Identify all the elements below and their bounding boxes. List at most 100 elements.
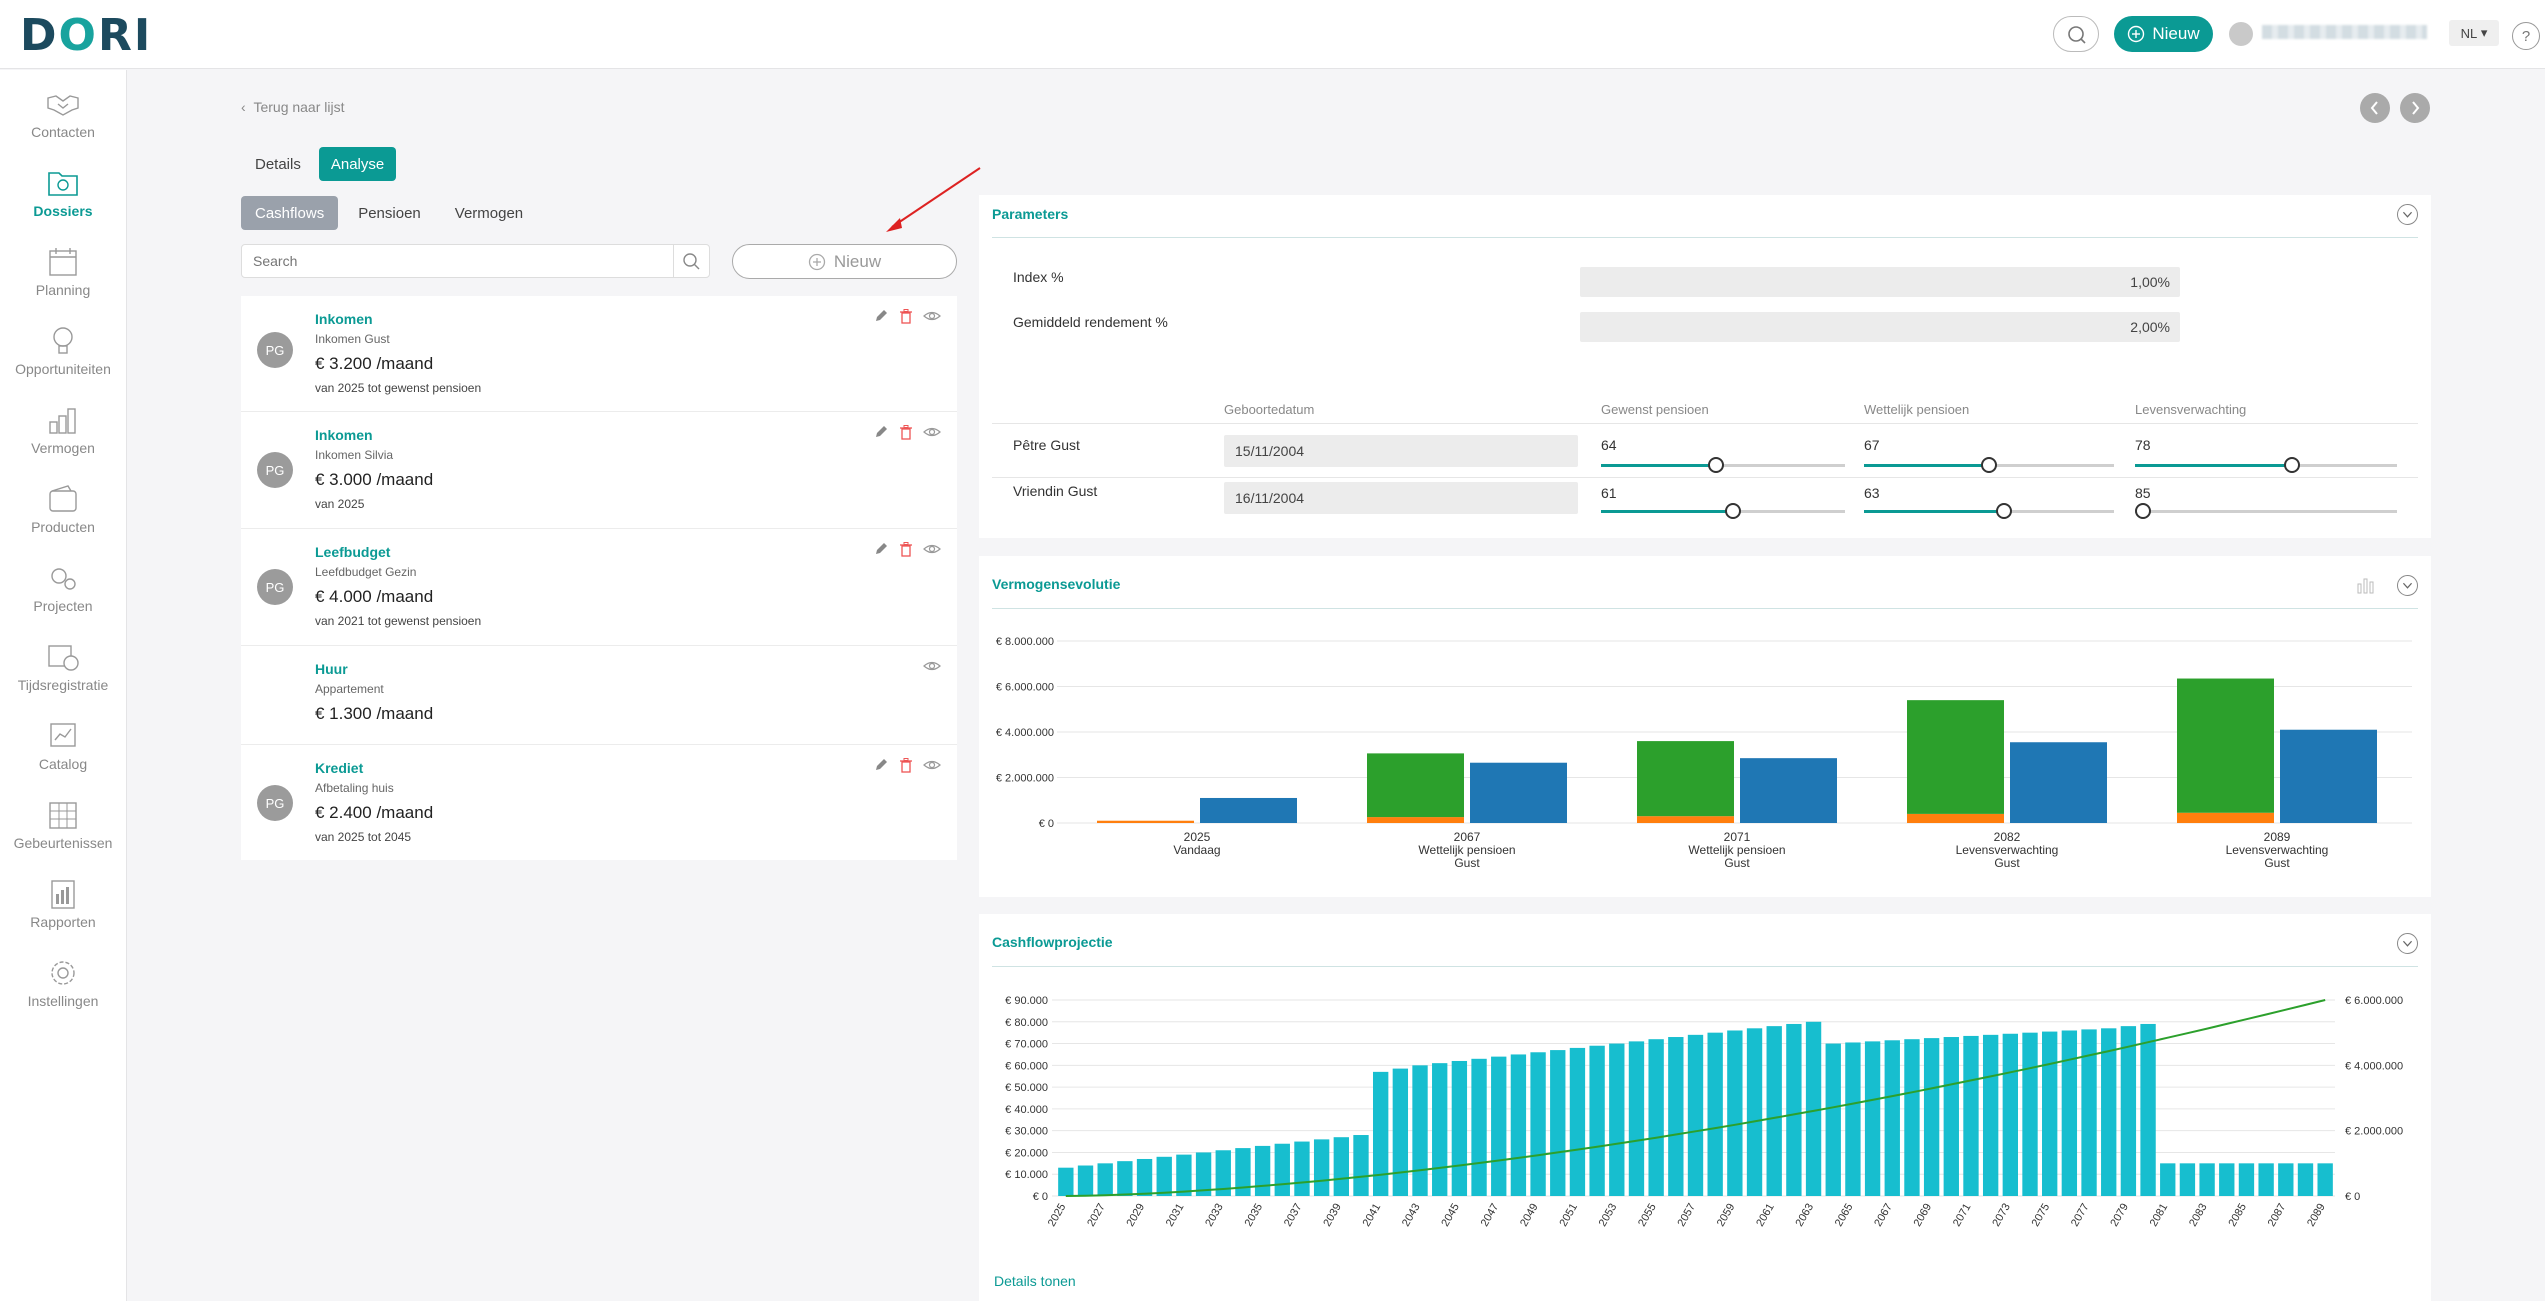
sidebar-item-catalog[interactable]: Catalog	[0, 720, 126, 796]
eye-icon[interactable]	[923, 541, 941, 557]
sidebar-item-dossiers[interactable]: Dossiers	[0, 167, 126, 243]
x-tick-label: 2045	[1439, 1202, 1462, 1229]
eye-icon[interactable]	[923, 308, 941, 324]
search-divider	[673, 245, 674, 277]
subtab-vermogen[interactable]: Vermogen	[454, 204, 524, 222]
slider-knob[interactable]	[1725, 503, 1741, 519]
item-amount: € 3.000 /maand	[315, 470, 434, 489]
sidebar-item-opportuniteiten[interactable]: Opportuniteiten	[0, 325, 126, 401]
item-period: van 2025 tot 2045	[315, 830, 412, 844]
y-tick-label: € 20.000	[1005, 1147, 1048, 1159]
details-tonen-link[interactable]: Details tonen	[994, 1273, 1076, 1289]
sidebar-item-vermogen[interactable]: Vermogen	[0, 404, 126, 480]
levensverwachting-slider[interactable]	[2135, 456, 2397, 474]
edit-icon[interactable]	[873, 757, 889, 773]
col-geboortedatum: Geboortedatum	[1224, 402, 1315, 417]
list-item[interactable]: PG Krediet Afbetaling huis € 2.400 /maan…	[241, 745, 957, 860]
sidebar-item-rapporten[interactable]: Rapporten	[0, 878, 126, 954]
back-link[interactable]: ‹ Terug naar lijst	[241, 99, 345, 115]
x-tick-label: 2067	[1454, 830, 1481, 844]
levensverwachting-slider[interactable]	[2135, 502, 2397, 520]
sidebar-item-instellingen[interactable]: Instellingen	[0, 957, 126, 1033]
bar	[1176, 1154, 1192, 1196]
return-input[interactable]: 2,00%	[1580, 312, 2180, 342]
eye-icon[interactable]	[923, 424, 941, 440]
item-title[interactable]: Leefbudget	[315, 544, 391, 560]
x-tick-label: 2089	[2264, 830, 2291, 844]
global-search-button[interactable]	[2053, 16, 2099, 52]
chevron-down-icon[interactable]	[2397, 204, 2418, 225]
slider-knob[interactable]	[1996, 503, 2012, 519]
bar	[2258, 1163, 2274, 1196]
help-button[interactable]: ?	[2512, 22, 2540, 50]
birthdate-input[interactable]: 16/11/2004	[1224, 482, 1578, 514]
language-selector[interactable]: NL ▾	[2449, 20, 2499, 46]
delete-icon[interactable]	[898, 424, 914, 440]
wettelijk-pensioen-slider[interactable]	[1864, 502, 2114, 520]
logo[interactable]: DORI	[20, 10, 153, 61]
item-subtitle: Afbetaling huis	[315, 781, 394, 795]
chevron-down-icon[interactable]	[2397, 933, 2418, 954]
x-tick-label: Gust	[1454, 856, 1480, 870]
global-new-button[interactable]: Nieuw	[2114, 16, 2213, 52]
index-input[interactable]: 1,00%	[1580, 267, 2180, 297]
avatar: PG	[257, 785, 293, 821]
new-cashflow-button[interactable]: Nieuw	[732, 244, 957, 279]
bar	[1609, 1043, 1625, 1196]
eye-icon[interactable]	[923, 658, 941, 674]
sidebar-item-producten[interactable]: Producten	[0, 483, 126, 559]
search-icon[interactable]	[682, 252, 702, 272]
slider-knob[interactable]	[1708, 457, 1724, 473]
delete-icon[interactable]	[898, 757, 914, 773]
item-amount: € 1.300 /maand	[315, 704, 434, 723]
sidebar-item-planning[interactable]: Planning	[0, 246, 126, 322]
bar	[1943, 1037, 1959, 1196]
bar	[1766, 1026, 1782, 1196]
slider-knob[interactable]	[2284, 457, 2300, 473]
list-item[interactable]: PG Leefbudget Leefdbudget Gezin € 4.000 …	[241, 529, 957, 646]
user-name-blurred[interactable]	[2262, 25, 2427, 39]
wallet-icon	[49, 485, 77, 512]
item-title[interactable]: Inkomen	[315, 311, 373, 327]
sidebar-item-contacten[interactable]: Contacten	[0, 88, 126, 164]
bar	[1637, 741, 1734, 817]
edit-icon[interactable]	[873, 424, 889, 440]
prev-record-button[interactable]	[2360, 93, 2390, 123]
tab-details[interactable]: Details	[255, 155, 301, 173]
y-tick-label-right: € 6.000.000	[2345, 995, 2403, 1007]
sidebar-item-tijdsregistratie[interactable]: Tijdsregistratie	[0, 641, 126, 717]
item-subtitle: Inkomen Gust	[315, 332, 390, 346]
vermogensevolutie-title: Vermogensevolutie	[992, 576, 1121, 592]
sidebar-item-gebeurtenissen[interactable]: Gebeurtenissen	[0, 799, 126, 875]
x-tick-label: 2067	[1872, 1202, 1895, 1229]
list-item[interactable]: Huur Appartement € 1.300 /maand	[241, 646, 957, 745]
delete-icon[interactable]	[898, 308, 914, 324]
birthdate-input[interactable]: 15/11/2004	[1224, 435, 1578, 467]
subtab-cashflows[interactable]: Cashflows	[241, 196, 339, 230]
item-title[interactable]: Huur	[315, 661, 348, 677]
eye-icon[interactable]	[923, 757, 941, 773]
slider-knob[interactable]	[2135, 503, 2151, 519]
bar	[2061, 1030, 2078, 1196]
x-tick-label: Wettelijk pensioen	[1688, 843, 1785, 857]
subtab-pensioen[interactable]: Pensioen	[358, 204, 421, 222]
slider-knob[interactable]	[1981, 457, 1997, 473]
edit-icon[interactable]	[873, 308, 889, 324]
search-input[interactable]	[242, 245, 672, 277]
sidebar-item-projecten[interactable]: Projecten	[0, 562, 126, 638]
tab-analyse[interactable]: Analyse	[318, 147, 397, 181]
gewenst-pensioen-slider[interactable]	[1601, 502, 1845, 520]
chevron-down-icon[interactable]	[2397, 575, 2418, 596]
next-record-button[interactable]	[2400, 93, 2430, 123]
list-item[interactable]: PG Inkomen Inkomen Gust € 3.200 /maand v…	[241, 296, 957, 412]
avatar: PG	[257, 452, 293, 488]
item-title[interactable]: Krediet	[315, 760, 364, 776]
user-avatar[interactable]	[2229, 22, 2253, 46]
list-item[interactable]: PG Inkomen Inkomen Silvia € 3.000 /maand…	[241, 412, 957, 529]
delete-icon[interactable]	[898, 541, 914, 557]
bar-chart-icon[interactable]	[2355, 574, 2377, 596]
gewenst-pensioen-slider[interactable]	[1601, 456, 1845, 474]
item-title[interactable]: Inkomen	[315, 427, 373, 443]
edit-icon[interactable]	[873, 541, 889, 557]
wettelijk-pensioen-slider[interactable]	[1864, 456, 2114, 474]
